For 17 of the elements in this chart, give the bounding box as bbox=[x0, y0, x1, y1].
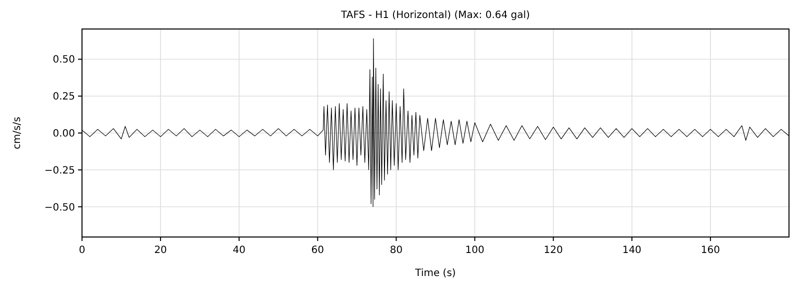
x-tick-label: 60 bbox=[311, 245, 324, 256]
y-tick-label: 0.00 bbox=[52, 128, 75, 140]
x-tick-label: 20 bbox=[154, 245, 167, 256]
x-tick-label: 120 bbox=[544, 245, 563, 256]
y-tick-label: −0.25 bbox=[44, 165, 75, 176]
y-tick-label: 0.25 bbox=[52, 92, 75, 103]
y-axis-title: cm/s/s bbox=[12, 116, 23, 150]
x-axis-title: Time (s) bbox=[414, 268, 456, 279]
x-tick-label: 40 bbox=[232, 245, 246, 256]
chart-title: TAFS - H1 (Horizontal) (Max: 0.64 gal) bbox=[340, 10, 530, 21]
y-tick-label: −0.50 bbox=[44, 202, 75, 214]
x-tick-label: 0 bbox=[78, 245, 86, 256]
x-tick-label: 140 bbox=[622, 245, 642, 256]
x-tick-label: 160 bbox=[700, 245, 720, 256]
x-tick-label: 80 bbox=[390, 245, 403, 256]
x-tick-label: 100 bbox=[465, 245, 484, 256]
y-tick-label: 0.50 bbox=[52, 54, 75, 66]
